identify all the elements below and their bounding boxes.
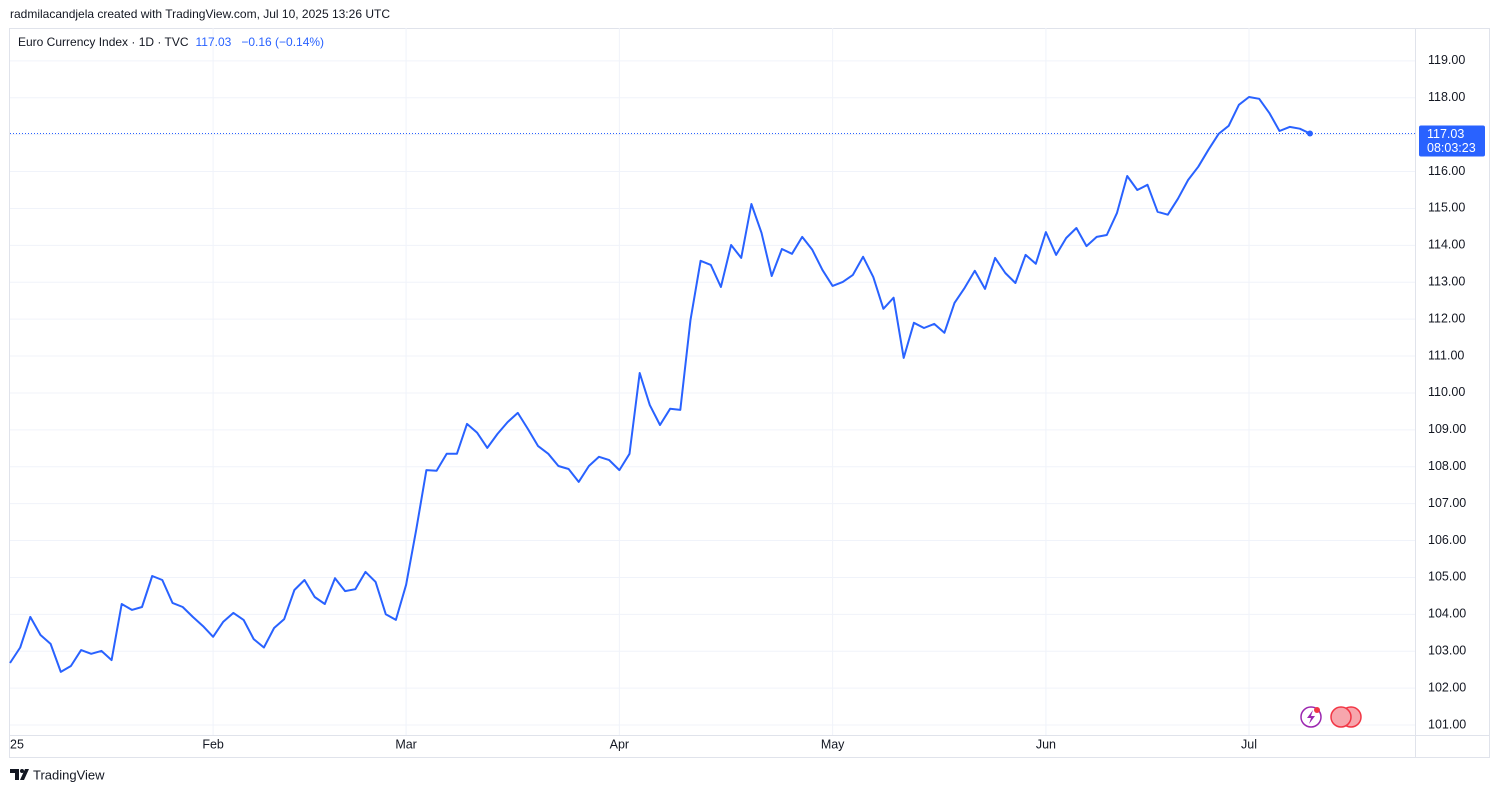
attribution: radmilacandjela created with TradingView…	[10, 7, 390, 21]
x-tick-label: Jun	[1036, 737, 1056, 751]
y-tick-label: 105.00	[1428, 570, 1466, 584]
x-tick-label: Apr	[610, 737, 629, 751]
x-tick-label: Jul	[1241, 737, 1257, 751]
y-tick-label: 110.00	[1428, 385, 1465, 399]
price-tag-value: 117.03	[1427, 127, 1464, 141]
y-tick-label: 115.00	[1428, 201, 1465, 215]
price-tag-countdown: 08:03:23	[1427, 141, 1476, 155]
event-icons	[1300, 706, 1362, 728]
lightning	[1307, 710, 1315, 724]
y-tick-label: 107.00	[1428, 496, 1466, 510]
flag-icon	[1330, 706, 1352, 728]
y-tick-label: 118.00	[1428, 90, 1465, 104]
x-tick-label: Mar	[395, 737, 417, 751]
price-tag	[1419, 125, 1485, 157]
y-tick-label: 114.00	[1428, 238, 1465, 252]
y-tick-label: 104.00	[1428, 607, 1466, 621]
legend: Euro Currency Index · 1D · TVC 117.03 −0…	[18, 35, 324, 49]
y-tick-label: 119.00	[1428, 53, 1465, 67]
y-tick-label: 102.00	[1428, 680, 1466, 694]
x-tick-label: May	[821, 737, 845, 751]
logo-mark	[10, 769, 29, 780]
x-tick-label: Feb	[202, 737, 224, 751]
last-price: 117.03	[196, 35, 232, 49]
footer-brand: TradingView	[33, 767, 105, 782]
event-dot	[1314, 707, 1320, 713]
y-tick-label: 101.00	[1428, 717, 1466, 731]
last-point	[1306, 130, 1313, 137]
y-tick-label: 113.00	[1428, 275, 1465, 289]
price-change: −0.16 (−0.14%)	[241, 35, 324, 49]
price-line	[9, 96, 1311, 673]
logo: TradingView	[10, 767, 105, 782]
logo-dot	[20, 769, 24, 773]
chart-frame	[9, 28, 1490, 758]
symbol-title: Euro Currency Index · 1D · TVC	[18, 35, 189, 49]
y-tick-label: 103.00	[1428, 644, 1466, 658]
y-tick-label: 109.00	[1428, 422, 1466, 436]
x-tick-label: 25	[10, 737, 24, 751]
y-tick-label: 111.00	[1428, 348, 1464, 362]
y-tick-label: 116.00	[1428, 164, 1465, 178]
y-tick-label: 108.00	[1428, 459, 1466, 473]
y-tick-label: 112.00	[1428, 311, 1465, 325]
y-tick-label: 106.00	[1428, 533, 1466, 547]
